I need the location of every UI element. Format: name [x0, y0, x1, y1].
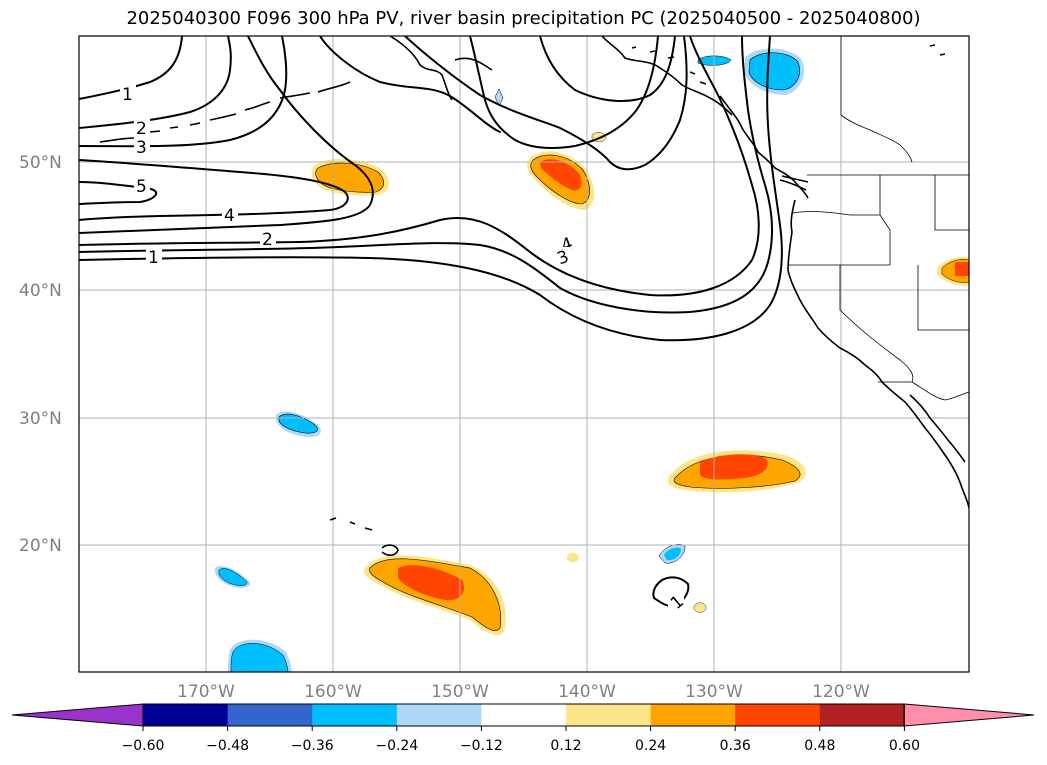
lat-label: 20°N	[19, 536, 62, 556]
pv-label: 4	[224, 206, 235, 226]
lat-label: 50°N	[19, 153, 62, 173]
map-frame	[78, 35, 970, 673]
lat-label: 40°N	[19, 281, 62, 301]
pv-contour-labels: 1 2 3 5 4 2 1 4 3 1	[120, 84, 688, 614]
lon-label: 150°W	[431, 682, 489, 702]
pv-label: 5	[136, 177, 147, 197]
lon-label: 160°W	[304, 682, 362, 702]
colorbar-extend-high	[903, 703, 1035, 727]
pv-contour-outer-west	[79, 36, 374, 234]
colorbar-swatch	[566, 704, 652, 726]
pv-contour-ridge-a	[469, 36, 659, 149]
colorbar-swatch	[312, 704, 398, 726]
pv-contour-3-arc	[319, 36, 501, 133]
alaska-peninsula-coast	[389, 36, 493, 101]
colorbar-swatch	[819, 704, 905, 726]
pv-contour-5	[79, 181, 158, 205]
longitude-labels: 170°W 160°W 150°W 140°W 130°W 120°W	[177, 682, 870, 702]
nevada-border	[917, 265, 969, 331]
bc-coast	[719, 95, 809, 199]
colorbar-tick-label: −0.24	[375, 738, 418, 754]
colorbar-swatch	[227, 704, 313, 726]
lon-label: 170°W	[177, 682, 235, 702]
alaska-canada-border	[840, 36, 913, 163]
colorbar-swatch	[481, 704, 567, 726]
pv-contour-1-band	[79, 36, 783, 342]
colorbar-tick-label: −0.48	[206, 738, 249, 754]
colorbar-swatch	[735, 704, 821, 726]
colorbar-tick-label: 0.24	[635, 738, 666, 754]
alaska-south-coast	[601, 36, 733, 116]
us-mexico-border	[878, 381, 969, 401]
baja-gulf-coast	[909, 394, 966, 463]
colorbar-tick-label: −0.60	[122, 738, 165, 754]
colorbar-swatch	[650, 704, 736, 726]
pv-label: 1	[148, 248, 159, 268]
political-borders	[788, 36, 969, 401]
pv-contour-ridge-b	[539, 36, 676, 102]
vancouver-island	[779, 175, 809, 191]
pv-label: 2	[262, 230, 273, 250]
pv-contour-2-band	[79, 36, 760, 297]
colorbar-swatch	[143, 704, 229, 726]
lat-label: 30°N	[19, 409, 62, 429]
aleutian-islands	[99, 81, 351, 143]
positive-blob-small-15n	[693, 602, 707, 613]
graticule	[79, 36, 969, 672]
washington-oregon-border	[792, 211, 880, 216]
colorbar: −0.60 −0.48 −0.36 −0.24 −0.12 0.12 0.24 0.36 0.4…	[11, 703, 1035, 754]
oregon-idaho-border	[879, 175, 891, 265]
pv-label: 3	[136, 138, 147, 158]
figure-title: 2025040300 F096 300 hPa PV, river basin …	[126, 8, 921, 29]
california-nevada-diagonal	[839, 265, 914, 383]
map-area: 1 2 3 5 4 2 1 4 3 1	[79, 36, 969, 672]
precip-negative-anomalies	[214, 48, 805, 672]
lon-label: 130°W	[685, 682, 743, 702]
us-west-coast	[787, 199, 969, 509]
hawaii-islands	[329, 517, 399, 556]
pv-contours	[79, 36, 783, 608]
lon-label: 120°W	[812, 682, 870, 702]
precip-positive-anomalies	[311, 132, 969, 636]
colorbar-tick-label: 0.12	[550, 738, 581, 754]
colorbar-tick-label: 0.60	[889, 738, 920, 754]
colorbar-tick-label: −0.36	[291, 738, 334, 754]
positive-blob-small-19n	[567, 552, 580, 563]
latitude-labels: 50°N 40°N 30°N 20°N	[19, 153, 62, 556]
pv-label: 2	[136, 119, 147, 139]
colorbar-swatch	[396, 704, 482, 726]
colorbar-tick-label: −0.12	[460, 738, 503, 754]
montana-idaho	[934, 175, 969, 231]
colorbar-frame	[142, 703, 905, 727]
pv-label: 1	[122, 85, 133, 105]
colorbar-extend-low	[11, 703, 144, 727]
pv-contour-1-north	[79, 36, 183, 100]
colorbar-tick-label: 0.48	[804, 738, 835, 754]
colorbar-tick-label: 0.36	[720, 738, 751, 754]
lon-label: 140°W	[558, 682, 616, 702]
pv-contour-3-band	[79, 36, 773, 314]
pv-contour-4-gulf	[404, 36, 688, 171]
pv-contour-2-north	[79, 36, 232, 129]
pv-contour-4-west	[79, 159, 349, 221]
